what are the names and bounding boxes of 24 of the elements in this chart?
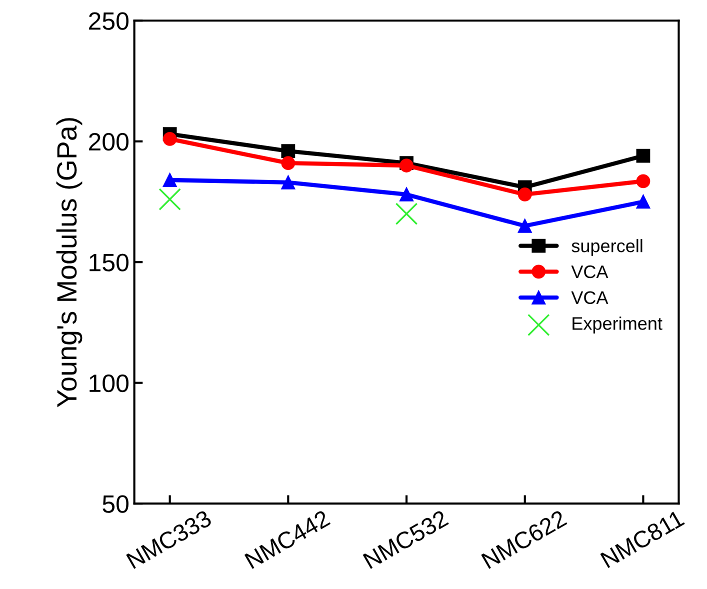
point [162,132,177,146]
y-tick-label: 50 [102,495,128,513]
point [400,188,414,202]
point [400,158,414,172]
point [518,218,532,233]
legend-label: supercell [572,239,642,256]
point [281,156,296,170]
point [518,188,532,202]
legend-label: VCA [571,291,608,304]
y-tick-label: 100 [90,374,128,392]
point [281,144,296,158]
point [636,148,650,163]
y-tick-label: 250 [89,12,128,30]
point [395,202,418,225]
y-tick-label: 150 [90,254,128,272]
point [162,173,177,187]
y-axis-title: Young's Modulus (GPa) [56,118,82,408]
point [636,174,650,188]
point [636,194,650,209]
legend-label: Experiment [572,316,662,334]
point [158,188,181,210]
point [281,175,296,190]
y-tick-label: 200 [89,132,128,151]
legend-label: VCA [571,265,608,278]
